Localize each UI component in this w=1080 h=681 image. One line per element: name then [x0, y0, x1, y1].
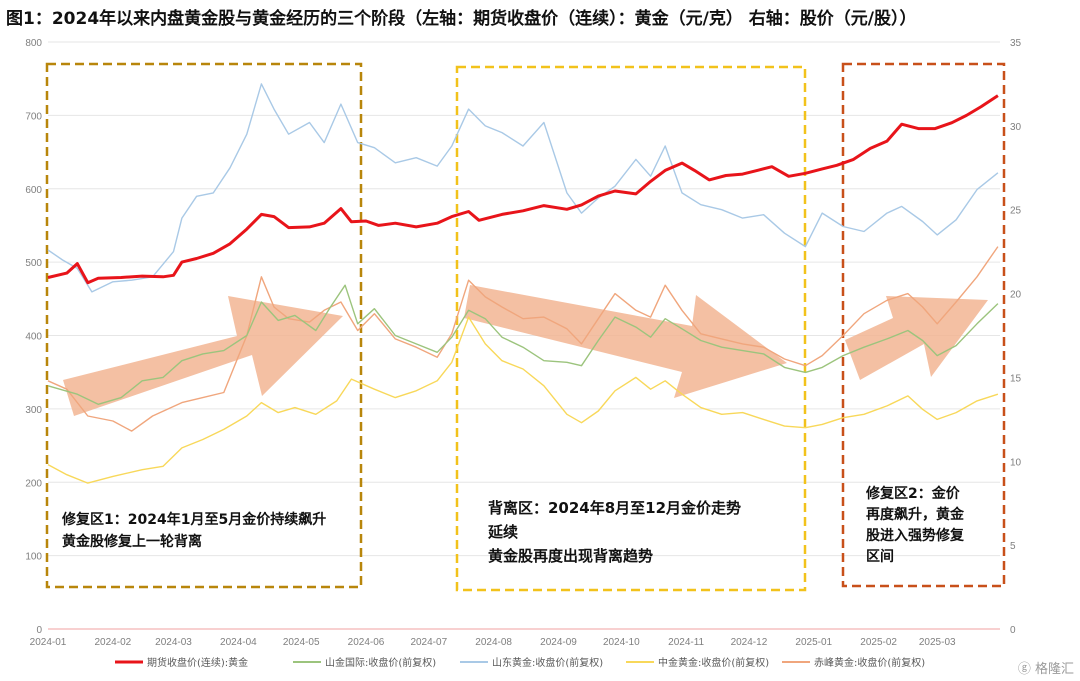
annotation-2-line: 背离区：2024年8月至12月金价走势 — [488, 499, 741, 517]
y-right-tick-label: 35 — [1010, 38, 1022, 49]
region-box-2 — [455, 65, 807, 592]
x-tick-label: 2024-05 — [283, 637, 320, 648]
x-tick-label: 2024-12 — [731, 637, 768, 648]
y-left-tick-label: 0 — [36, 625, 42, 636]
region-box-1 — [45, 62, 363, 589]
x-tick-label: 2024-01 — [30, 637, 67, 648]
x-tick-label: 2024-03 — [155, 637, 192, 648]
x-tick-label: 2024-06 — [348, 637, 385, 648]
x-tick-label: 2024-09 — [540, 637, 577, 648]
y-left-tick-label: 100 — [25, 552, 42, 563]
legend-label: 期货收盘价(连续):黄金 — [147, 656, 248, 669]
trend-arrows — [63, 285, 988, 416]
series-lines — [47, 83, 999, 484]
region-box-3 — [841, 62, 1006, 588]
y-right-tick-label: 5 — [1010, 541, 1016, 552]
y-right-tick-label: 20 — [1010, 290, 1022, 301]
y-right-tick-label: 0 — [1010, 625, 1016, 636]
y-left-tick-label: 300 — [25, 405, 42, 416]
legend-label: 中金黄金:收盘价(前复权) — [658, 656, 769, 669]
x-tick-label: 2024-11 — [668, 637, 704, 648]
x-tick-label: 2024-02 — [95, 637, 132, 648]
trend-arrow-1 — [63, 296, 343, 416]
annotation-3-line: 股进入强势修复 — [866, 527, 965, 544]
gridlines — [48, 41, 1000, 630]
annotation-3-line: 再度飙升，黄金 — [866, 506, 965, 523]
series-line-4 — [47, 316, 999, 484]
trend-arrow-3 — [845, 296, 988, 380]
legend-label: 赤峰黄金:收盘价(前复权) — [814, 656, 925, 669]
y-left-tick-label: 700 — [25, 111, 42, 122]
y-left-tick-label: 400 — [25, 332, 42, 343]
x-tick-label: 2024-07 — [410, 637, 447, 648]
x-tick-label: 2025-02 — [860, 637, 897, 648]
y-right-tick-label: 30 — [1010, 122, 1022, 133]
trend-arrow-2 — [464, 285, 787, 398]
annotation-3-line: 区间 — [866, 548, 894, 565]
legend: 期货收盘价(连续):黄金 山金国际:收盘价(前复权) 山东黄金:收盘价(前复权) 中金… — [115, 656, 925, 669]
annotation-1-line: 修复区1：2024年1月至5月金价持续飙升 — [61, 511, 326, 528]
legend-label: 山东黄金:收盘价(前复权) — [492, 656, 603, 669]
y-left-tick-label: 500 — [25, 258, 42, 269]
y-left-tick-label: 800 — [25, 38, 42, 49]
x-tick-label: 2024-04 — [220, 637, 257, 648]
annotation-1-line: 黄金股修复上一轮背离 — [62, 533, 202, 550]
logo-icon: ⓖ — [1017, 662, 1031, 677]
region-boxes — [45, 62, 1006, 592]
y-right-tick-label: 10 — [1010, 457, 1022, 468]
y-right-tick-label: 25 — [1010, 206, 1022, 217]
y-right-tick-label: 15 — [1010, 373, 1022, 384]
brand-logo: ⓖ 格隆汇 — [1018, 658, 1074, 677]
annotation-2-line: 黄金股再度出现背离趋势 — [488, 547, 653, 565]
legend-label: 山金国际:收盘价(前复权) — [325, 656, 436, 669]
x-tick-label: 2025-01 — [795, 637, 832, 648]
annotation-2-line: 延续 — [487, 523, 518, 541]
x-tick-label: 2025-03 — [919, 637, 956, 648]
y-left-tick-label: 600 — [25, 185, 42, 196]
series-line-3 — [47, 83, 999, 293]
series-line-1 — [47, 94, 999, 285]
chart-title: 图1：2024年以来内盘黄金股与黄金经历的三个阶段（左轴：期货收盘价（连续）：黄… — [6, 9, 917, 29]
x-tick-label: 2024-10 — [603, 637, 640, 648]
annotation-3-line: 修复区2：金价 — [865, 485, 961, 502]
axes: 0 100 200 300 400 500 600 700 800 0 5 10 15 20 25 30 35 2… — [25, 38, 1021, 648]
logo-text: 格隆汇 — [1034, 662, 1074, 677]
y-left-tick-label: 200 — [25, 478, 42, 489]
series-line-2 — [47, 284, 999, 405]
series-line-5 — [47, 246, 999, 432]
x-tick-label: 2024-08 — [475, 637, 512, 648]
